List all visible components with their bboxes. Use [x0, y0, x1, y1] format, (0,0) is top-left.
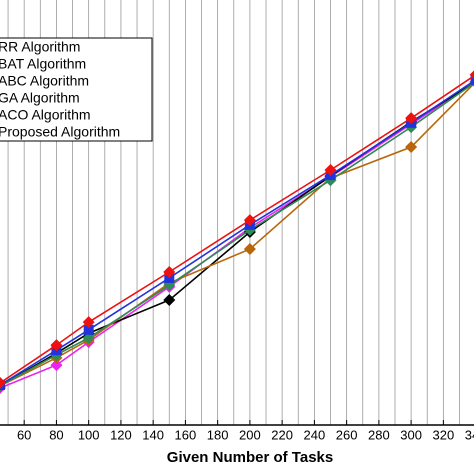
- marker: [324, 164, 337, 176]
- series-line: [0, 80, 474, 386]
- legend-label: BAT Algorithm: [0, 56, 86, 72]
- marker: [470, 74, 474, 85]
- marker: [469, 70, 474, 80]
- x-tick-label: 120: [110, 427, 132, 442]
- marker: [50, 359, 63, 372]
- legend-label: ACO Algorithm: [0, 107, 91, 123]
- marker: [50, 339, 63, 352]
- x-tick-label: 100: [78, 427, 100, 442]
- legend-label: GA Algorithm: [0, 90, 80, 106]
- x-tick-label: 280: [368, 427, 390, 442]
- x-tick-label: 240: [304, 427, 326, 442]
- series-line: [0, 82, 474, 387]
- marker: [405, 112, 418, 125]
- x-tick-label: 60: [17, 427, 31, 442]
- marker: [163, 266, 176, 278]
- x-tick-label: 220: [271, 427, 293, 442]
- marker: [243, 214, 256, 227]
- x-tick-label: 160: [175, 427, 197, 442]
- marker: [163, 294, 176, 307]
- marker: [83, 324, 94, 335]
- x-tick-label: 320: [433, 427, 455, 442]
- x-tick-label: 80: [49, 427, 63, 442]
- marker: [82, 316, 95, 329]
- x-axis-label: Given Number of Tasks: [167, 449, 333, 466]
- marker: [0, 376, 6, 389]
- x-tick-label: 260: [336, 427, 358, 442]
- x-tick-label: 300: [400, 427, 422, 442]
- marker: [243, 243, 256, 256]
- x-tick-label: 340: [465, 427, 474, 442]
- legend-label: ABC Algorithm: [0, 73, 89, 89]
- legend-box: [0, 37, 153, 142]
- x-tick-label: 140: [142, 427, 164, 442]
- legend-label: RR Algorithm: [0, 39, 80, 55]
- marker: [82, 331, 95, 344]
- x-tick-label: 200: [239, 427, 261, 442]
- legend-label: Proposed Algorithm: [0, 124, 120, 140]
- x-tick-label: 180: [207, 427, 229, 442]
- marker: [405, 141, 418, 154]
- series-line: [0, 74, 474, 384]
